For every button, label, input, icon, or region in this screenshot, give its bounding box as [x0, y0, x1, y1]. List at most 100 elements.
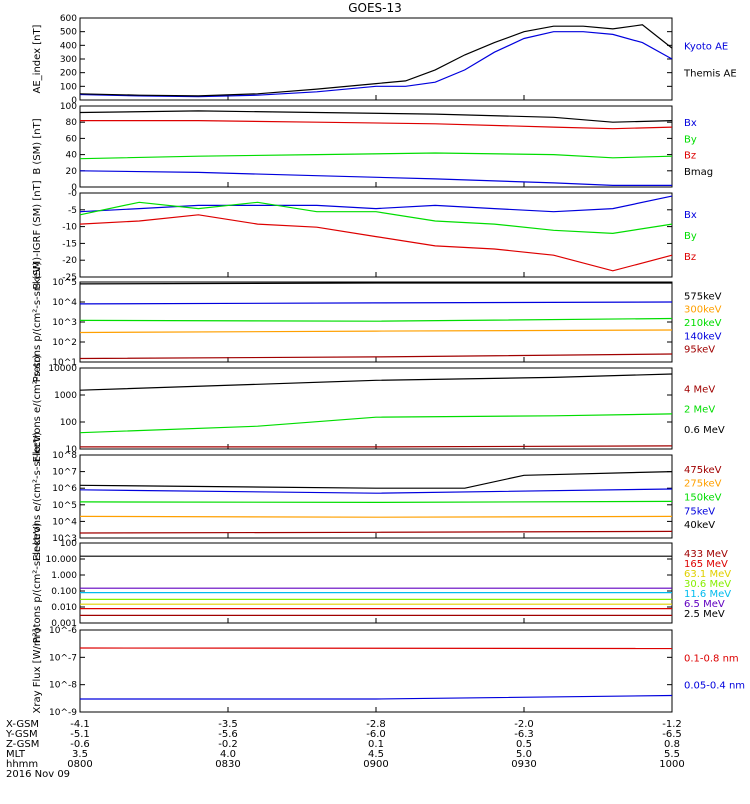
series-line [79, 353, 673, 360]
axis-value: 1000 [659, 759, 684, 770]
axis-row-label: 2016 Nov 09 [6, 769, 70, 780]
y-axis-label: Electrons e/(cm²-s-sr) [32, 355, 43, 463]
legend-label: 4 MeV [684, 384, 715, 395]
y-tick-label: 0.001 [51, 619, 77, 629]
legend-label: 2.5 MeV [684, 609, 725, 620]
y-tick-label: 10000 [48, 364, 77, 374]
axis-value: -0.6 [70, 739, 90, 750]
axis-value: -6.0 [366, 729, 386, 740]
series-line [79, 282, 672, 285]
axis-value: 5.5 [664, 749, 680, 760]
y-tick-label: 10^1 [52, 358, 77, 368]
series-line [79, 195, 673, 213]
y-axis-label: Protons p/(cm²-s-sr-keV) [32, 523, 43, 644]
series-line [80, 445, 673, 448]
axis-value: 0800 [67, 759, 92, 770]
series-line [79, 214, 673, 272]
legend-label: 300keV [684, 305, 722, 316]
axis-value: -4.1 [70, 719, 90, 730]
y-tick-label: 600 [60, 14, 77, 24]
y-axis-label: Protons p/(cm²-s-sr-keV) [32, 262, 43, 383]
y-tick-label: 10^-7 [49, 653, 77, 663]
legend-label: Bz [684, 252, 696, 263]
y-tick-label: 0.010 [51, 603, 77, 613]
panel-4: Protons p/(cm²-s-sr-keV) 10^5 10^4 10^3 10^2… [32, 262, 722, 383]
series-line [79, 530, 673, 534]
legend-label: By [684, 231, 697, 242]
panel-1: AE_index [nT] 600 500 400 300 200 100 0 Kyoto AE… [32, 14, 737, 106]
axis-value: -2.8 [366, 719, 386, 730]
axis-value: 0930 [511, 759, 536, 770]
y-tick-label: 10^6 [52, 484, 77, 494]
series-line [79, 301, 673, 305]
panel-2: B (SM) [nT] 100 80 60 40 20 0 Bx By Bz Bmag [32, 102, 713, 193]
panel-8: Xray Flux [W/m²] 10^-6 10^-7 10^-8 10^-9 0.1-… [32, 626, 745, 718]
y-tick-label: 100 [60, 102, 77, 112]
y-tick-label: -20 [62, 256, 77, 266]
axis-row-label: hhmm [6, 759, 38, 770]
legend-label: 0.05-0.4 nm [684, 681, 745, 692]
y-tick-label: 300 [60, 55, 77, 65]
panel-6: Electrons e/(cm²-s-sr-keV) 10^8 10^7 10^6 10… [32, 432, 722, 561]
y-tick-label: 0 [71, 183, 77, 193]
series-line [79, 201, 673, 235]
y-tick-label: 0 [71, 96, 77, 106]
y-tick-label: 400 [60, 41, 77, 51]
series-line [79, 110, 673, 123]
y-tick-label: 10 [66, 445, 78, 455]
y-tick-label: 10^-6 [49, 626, 77, 636]
legend-label: Kyoto AE [684, 41, 728, 52]
axis-value: 5.0 [516, 749, 532, 760]
legend-label: 0.6 MeV [684, 425, 725, 436]
y-tick-label: 100 [60, 539, 77, 549]
axis-value: -5.1 [70, 729, 90, 740]
panel-5: Electrons e/(cm²-s-sr) 10000 1000 100 10 4 Me… [32, 355, 725, 463]
y-tick-label: 100 [60, 82, 77, 92]
axis-row-label: Z-GSM [6, 739, 39, 750]
legend-label: 475keV [684, 465, 722, 476]
legend-label: By [684, 134, 697, 145]
legend-label: 165 MeV [684, 559, 728, 570]
series-line [79, 373, 673, 391]
y-tick-label: 10^5 [52, 501, 77, 511]
axis-value: -1.2 [662, 719, 682, 730]
legend-label: 40keV [684, 520, 715, 531]
y-axis-label: B (SM) [nT] [32, 118, 43, 174]
legend-label: Themis AE [683, 69, 737, 80]
series-line [79, 317, 673, 322]
y-tick-label: 10.000 [46, 555, 78, 565]
legend-label: Bz [684, 151, 696, 162]
legend-label: 30.6 MeV [684, 579, 731, 590]
y-tick-label: -15 [62, 239, 77, 249]
axis-value: 0830 [215, 759, 240, 770]
legend-label: Bx [684, 118, 697, 129]
series-line [79, 31, 673, 98]
series-line [80, 119, 673, 130]
axis-row-label: X-GSM [6, 719, 39, 730]
axis-value: 0.5 [516, 739, 532, 750]
y-axis-label: B (SM)-IGRF (SM) [nT] [32, 180, 43, 289]
legend-label: 95keV [684, 345, 715, 356]
legend-label: 6.5 MeV [684, 599, 725, 610]
y-axis-label: Xray Flux [W/m²] [32, 628, 43, 713]
panel-7: Protons p/(cm²-s-sr-keV) 100 10.000 1.000 0.… [32, 523, 731, 644]
axis-row-label: MLT [6, 749, 26, 760]
panel-frame [79, 17, 673, 101]
y-tick-label: 40 [66, 151, 78, 161]
y-tick-label: -25 [62, 273, 77, 283]
legend-label: 140keV [684, 331, 722, 342]
y-axis-label: AE_index [nT] [32, 24, 43, 93]
panel-frame [79, 281, 673, 363]
axis-value: -6.3 [514, 729, 534, 740]
panel-frame [79, 542, 673, 624]
series-line [79, 413, 673, 434]
y-tick-label: 200 [60, 69, 77, 79]
axis-row-label: Y-GSM [5, 729, 38, 740]
series-line [79, 488, 673, 494]
series-line [79, 500, 673, 503]
y-axis-label: Electrons e/(cm²-s-sr-keV) [32, 432, 43, 561]
y-tick-label: 60 [66, 134, 78, 144]
y-tick-label: 10^3 [52, 318, 77, 328]
y-tick-label: 1000 [54, 391, 77, 401]
y-tick-label: 10^4 [52, 517, 77, 527]
